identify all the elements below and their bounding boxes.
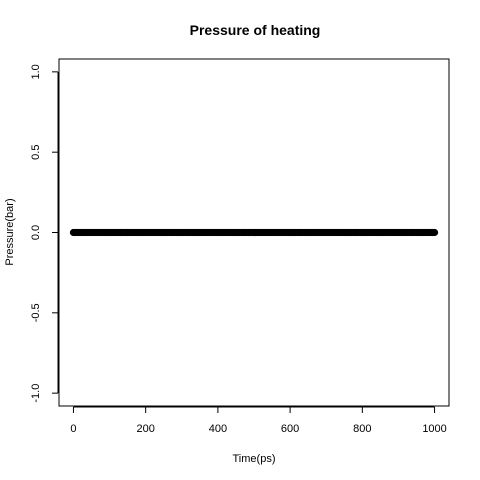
x-axis-label: Time(ps) bbox=[233, 453, 276, 465]
y-tick-label: 0.0 bbox=[30, 225, 42, 240]
y-axis: -1.0 -0.5 0.0 0.5 1.0 bbox=[30, 64, 59, 403]
y-tick-label: 0.5 bbox=[30, 145, 42, 160]
x-tick-label: 400 bbox=[209, 423, 227, 435]
y-tick-label: 1.0 bbox=[30, 64, 42, 79]
x-tick-label: 200 bbox=[136, 423, 154, 435]
y-axis-label: Pressure(bar) bbox=[4, 198, 16, 265]
series-points bbox=[69, 228, 439, 237]
y-tick-label: -1.0 bbox=[30, 384, 42, 403]
x-tick-label: 600 bbox=[281, 423, 299, 435]
plot-area bbox=[58, 58, 450, 407]
data-point bbox=[430, 228, 439, 237]
x-tick-label: 0 bbox=[70, 423, 76, 435]
x-tick-label: 800 bbox=[353, 423, 371, 435]
chart-title: Pressure of heating bbox=[190, 22, 321, 38]
x-tick-label: 1000 bbox=[422, 423, 446, 435]
y-tick-label: -0.5 bbox=[30, 303, 42, 322]
x-axis: 0 200 400 600 800 1000 bbox=[70, 406, 447, 435]
